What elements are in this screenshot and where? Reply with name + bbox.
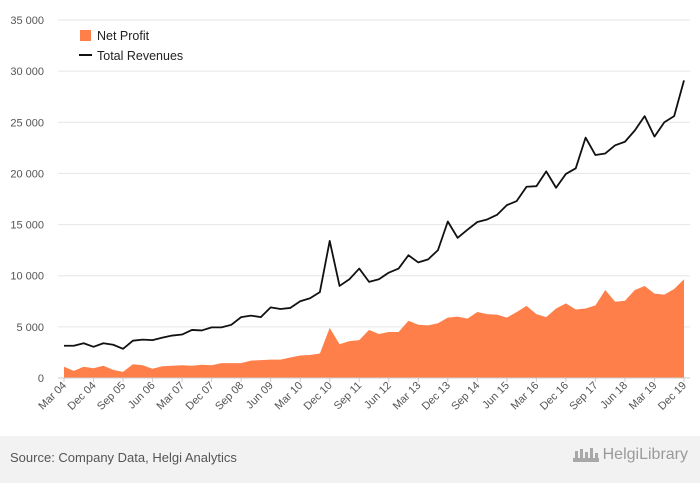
- y-tick-label: 0: [38, 373, 44, 385]
- x-tick-label: Mar 07: [155, 380, 188, 413]
- x-tick-label: Dec 13: [420, 380, 453, 413]
- x-tick-label: Dec 10: [302, 380, 335, 413]
- x-tick-label: Jun 06: [126, 380, 158, 412]
- chart: 0 5 000 10 000 15 000 20 000 25 000 30 000 35 0…: [10, 15, 690, 413]
- brand-label: HelgiLibrary: [602, 446, 688, 463]
- legend-net-profit-label: Net Profit: [97, 29, 150, 43]
- y-tick-label: 35 000: [10, 15, 44, 27]
- y-axis-ticks: 0 5 000 10 000 15 000 20 000 25 000 30 000 35 0…: [10, 15, 44, 385]
- x-tick-label: Mar 19: [627, 380, 660, 413]
- grid-lines: [58, 19, 690, 328]
- x-tick-label: Mar 13: [391, 380, 424, 413]
- x-tick-label: Mar 10: [273, 380, 306, 413]
- helgi-logo-icon: [572, 448, 599, 462]
- y-tick-label: 25 000: [10, 117, 44, 129]
- x-tick-label: Sep 14: [449, 380, 482, 413]
- x-tick-label: Sep 05: [95, 380, 128, 413]
- y-tick-label: 5 000: [16, 322, 44, 334]
- legend: Net Profit Total Revenues: [79, 29, 183, 63]
- legend-total-revenues-label: Total Revenues: [97, 49, 183, 63]
- y-tick-label: 10 000: [10, 271, 44, 283]
- x-tick-label: Dec 04: [66, 380, 99, 413]
- x-tick-label: Jun 09: [244, 380, 276, 412]
- x-tick-label: Dec 07: [184, 380, 217, 413]
- footer: Source: Company Data, Helgi Analytics He…: [0, 436, 700, 483]
- y-tick-label: 30 000: [10, 66, 44, 78]
- x-tick-label: Mar 16: [509, 380, 542, 413]
- x-tick-label: Jun 15: [480, 380, 512, 412]
- x-tick-label: Sep 08: [213, 380, 246, 413]
- y-tick-label: 20 000: [10, 168, 44, 180]
- legend-net-profit-swatch: [80, 30, 91, 41]
- x-tick-label: Dec 19: [656, 380, 689, 413]
- net-profit-area: [64, 279, 684, 378]
- x-tick-label: Sep 17: [567, 380, 600, 413]
- y-tick-label: 15 000: [10, 220, 44, 232]
- total-revenues-line: [64, 80, 685, 350]
- brand[interactable]: HelgiLibrary: [572, 446, 688, 464]
- source-note: Source: Company Data, Helgi Analytics: [10, 450, 237, 465]
- x-tick-label: Jun 12: [362, 380, 394, 412]
- x-tick-label: Sep 11: [332, 380, 365, 413]
- x-tick-label: Dec 16: [538, 380, 571, 413]
- x-tick-label: Jun 18: [598, 380, 630, 412]
